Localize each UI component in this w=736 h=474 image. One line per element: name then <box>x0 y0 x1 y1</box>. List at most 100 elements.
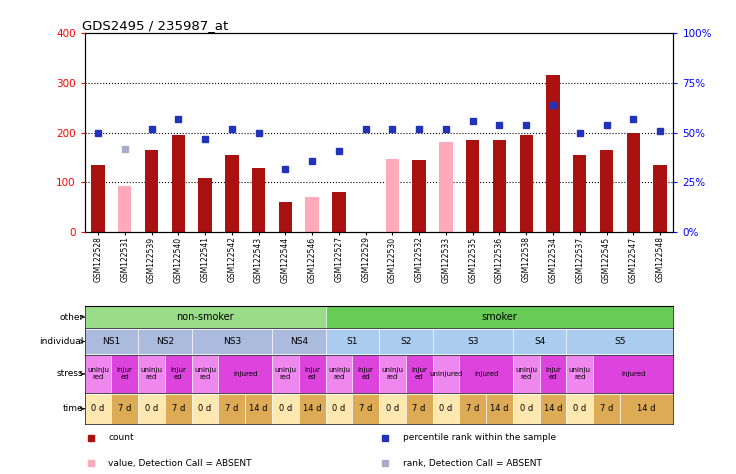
Bar <box>245 394 272 424</box>
Bar <box>138 356 165 392</box>
Bar <box>138 394 165 424</box>
Bar <box>433 356 459 392</box>
Text: injured: injured <box>474 371 498 377</box>
Bar <box>567 356 593 392</box>
Text: injur
ed: injur ed <box>304 367 320 381</box>
Text: 0 d: 0 d <box>91 404 105 413</box>
Bar <box>299 356 325 392</box>
Bar <box>459 356 513 392</box>
Text: 7 d: 7 d <box>359 404 372 413</box>
Text: uninju
red: uninju red <box>141 367 163 381</box>
Bar <box>171 135 185 232</box>
Text: GDS2495 / 235987_at: GDS2495 / 235987_at <box>82 19 228 32</box>
Bar <box>111 356 138 392</box>
Bar <box>379 394 406 424</box>
Text: injur
ed: injur ed <box>411 367 427 381</box>
Bar <box>379 329 433 354</box>
Text: S1: S1 <box>347 337 358 346</box>
Text: 14 d: 14 d <box>544 404 562 413</box>
Text: 14 d: 14 d <box>250 404 268 413</box>
Text: value, Detection Call = ABSENT: value, Detection Call = ABSENT <box>108 459 252 467</box>
Bar <box>85 394 111 424</box>
Bar <box>386 159 399 232</box>
Bar <box>325 394 353 424</box>
Bar <box>325 329 379 354</box>
Bar <box>539 394 567 424</box>
Bar <box>513 394 539 424</box>
Bar <box>433 329 513 354</box>
Text: injur
ed: injur ed <box>545 367 561 381</box>
Text: S4: S4 <box>534 337 545 346</box>
Text: uninju
red: uninju red <box>194 367 216 381</box>
Bar <box>406 356 433 392</box>
Bar <box>593 356 673 392</box>
Bar <box>439 142 453 232</box>
Text: NS4: NS4 <box>290 337 308 346</box>
Bar <box>513 329 567 354</box>
Text: smoker: smoker <box>481 312 517 322</box>
Text: injur
ed: injur ed <box>117 367 132 381</box>
Bar <box>118 186 132 232</box>
Text: NS2: NS2 <box>156 337 174 346</box>
Text: 0 d: 0 d <box>332 404 345 413</box>
Text: 7 d: 7 d <box>118 404 132 413</box>
Text: uninju
red: uninju red <box>275 367 297 381</box>
Bar <box>145 150 158 232</box>
Text: uninju
red: uninju red <box>381 367 403 381</box>
Text: non-smoker: non-smoker <box>176 312 234 322</box>
Text: 14 d: 14 d <box>637 404 656 413</box>
Text: uninju
red: uninju red <box>87 367 109 381</box>
Text: S2: S2 <box>400 337 411 346</box>
Text: rank, Detection Call = ABSENT: rank, Detection Call = ABSENT <box>403 459 542 467</box>
Bar <box>593 394 620 424</box>
Bar <box>279 202 292 232</box>
Text: stress: stress <box>57 370 83 378</box>
Bar <box>191 356 219 392</box>
Text: 0 d: 0 d <box>573 404 587 413</box>
Bar <box>626 133 640 232</box>
Bar <box>325 356 353 392</box>
Bar <box>567 394 593 424</box>
Text: uninjured: uninjured <box>429 371 463 377</box>
Text: NS3: NS3 <box>223 337 241 346</box>
Text: individual: individual <box>39 337 83 346</box>
Bar <box>654 165 667 232</box>
Bar <box>466 140 479 232</box>
Text: 7 d: 7 d <box>225 404 238 413</box>
Text: injur
ed: injur ed <box>170 367 186 381</box>
Bar <box>111 394 138 424</box>
Bar <box>305 202 319 232</box>
Bar <box>199 178 212 232</box>
Bar <box>219 356 272 392</box>
Text: time: time <box>63 404 83 413</box>
Text: 7 d: 7 d <box>600 404 613 413</box>
Text: 0 d: 0 d <box>199 404 212 413</box>
Bar <box>165 394 191 424</box>
Bar <box>459 394 486 424</box>
Text: uninju
red: uninju red <box>328 367 350 381</box>
Bar <box>539 356 567 392</box>
Bar <box>191 394 219 424</box>
Bar <box>567 329 673 354</box>
Bar <box>252 168 265 232</box>
Bar <box>85 356 111 392</box>
Bar <box>85 306 325 328</box>
Bar <box>225 155 238 232</box>
Bar <box>406 394 433 424</box>
Text: 14 d: 14 d <box>490 404 509 413</box>
Bar <box>620 394 673 424</box>
Bar <box>272 394 299 424</box>
Bar <box>433 394 459 424</box>
Text: S5: S5 <box>614 337 626 346</box>
Text: 0 d: 0 d <box>520 404 533 413</box>
Bar <box>386 160 399 232</box>
Text: injured: injured <box>233 371 258 377</box>
Bar <box>91 165 105 232</box>
Text: uninju
red: uninju red <box>569 367 591 381</box>
Text: NS1: NS1 <box>102 337 121 346</box>
Text: 0 d: 0 d <box>279 404 292 413</box>
Text: uninju
red: uninju red <box>515 367 537 381</box>
Bar <box>573 155 587 232</box>
Bar <box>546 75 559 232</box>
Bar <box>138 329 191 354</box>
